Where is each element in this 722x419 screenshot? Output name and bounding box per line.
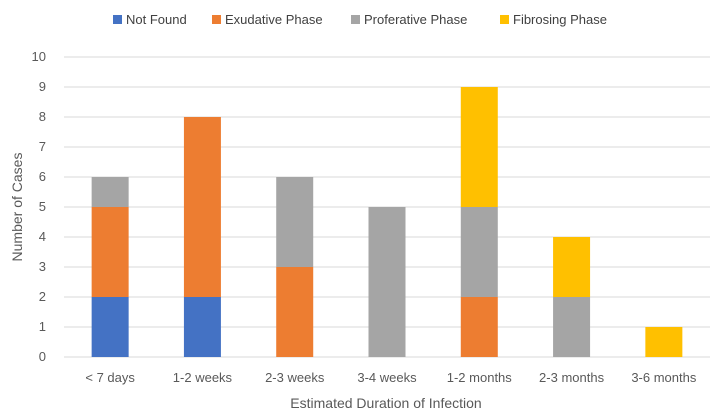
bar-segment-fibrosing-phase	[645, 327, 683, 357]
y-tick-label: 10	[32, 49, 46, 64]
x-tick-label: < 7 days	[85, 370, 135, 385]
legend-swatch-exudative-phase	[212, 15, 221, 24]
legend-item-proferative-phase: Proferative Phase	[351, 12, 467, 27]
x-tick-label: 1-2 weeks	[173, 370, 233, 385]
y-tick-label: 0	[39, 349, 46, 364]
bar-segment-proferative-phase	[368, 207, 406, 357]
bar-segment-proferative-phase	[460, 207, 498, 297]
y-tick-label: 9	[39, 79, 46, 94]
legend-swatch-not-found	[113, 15, 122, 24]
legend-label-proferative-phase: Proferative Phase	[364, 12, 467, 27]
legend-swatch-fibrosing-phase	[500, 15, 509, 24]
bar-segment-exudative-phase	[460, 297, 498, 357]
bar-segment-proferative-phase	[276, 177, 314, 267]
x-tick-label: 2-3 weeks	[265, 370, 325, 385]
y-tick-label: 1	[39, 319, 46, 334]
y-tick-label: 6	[39, 169, 46, 184]
legend-item-fibrosing-phase: Fibrosing Phase	[500, 12, 607, 27]
legend-item-exudative-phase: Exudative Phase	[212, 12, 323, 27]
legend-label-exudative-phase: Exudative Phase	[225, 12, 323, 27]
x-tick-label: 1-2 months	[447, 370, 513, 385]
bar-segment-proferative-phase	[553, 297, 591, 357]
x-axis-tick-labels: < 7 days 1-2 weeks 2-3 weeks 3-4 weeks 1-2 m…	[85, 370, 696, 385]
bar-segment-fibrosing-phase	[460, 87, 498, 207]
x-tick-label: 3-4 weeks	[357, 370, 417, 385]
y-tick-label: 3	[39, 259, 46, 274]
bar-segment-exudative-phase	[183, 117, 221, 297]
legend-swatch-proferative-phase	[351, 15, 360, 24]
bar-segment-not-found	[183, 297, 221, 357]
bar-segment-proferative-phase	[91, 177, 129, 207]
y-tick-label: 7	[39, 139, 46, 154]
x-tick-label: 2-3 months	[539, 370, 605, 385]
bar-segment-fibrosing-phase	[553, 237, 591, 297]
y-tick-label: 5	[39, 199, 46, 214]
y-tick-label: 2	[39, 289, 46, 304]
legend-item-not-found: Not Found	[113, 12, 187, 27]
y-tick-label: 4	[39, 229, 46, 244]
legend-label-fibrosing-phase: Fibrosing Phase	[513, 12, 607, 27]
bar-segment-not-found	[91, 297, 129, 357]
x-axis-title: Estimated Duration of Infection	[290, 395, 481, 411]
legend-label-not-found: Not Found	[126, 12, 187, 27]
bar-segment-exudative-phase	[276, 267, 314, 357]
legend: Not Found Exudative Phase Proferative Ph…	[113, 12, 607, 27]
bar-segment-exudative-phase	[91, 207, 129, 297]
x-tick-label: 3-6 months	[631, 370, 697, 385]
y-axis-tick-labels: 0 1 2 3 4 5 6 7 8 9 10	[32, 49, 46, 364]
y-tick-label: 8	[39, 109, 46, 124]
y-axis-title: Number of Cases	[9, 153, 25, 262]
bars	[91, 87, 683, 357]
